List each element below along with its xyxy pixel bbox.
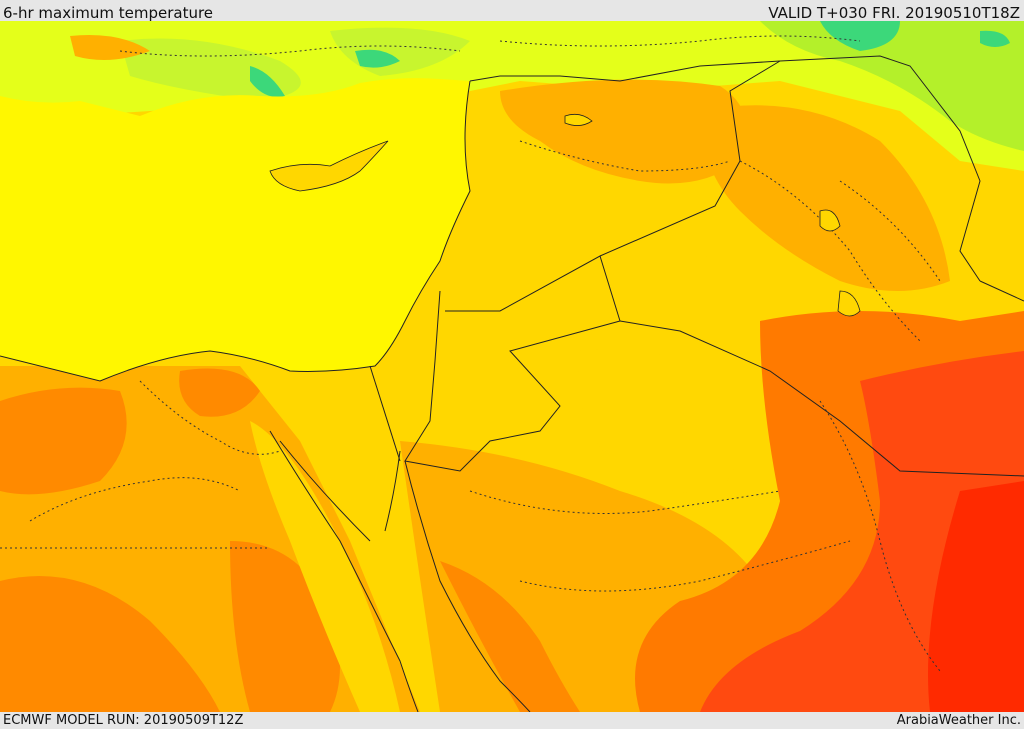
turkey-syria-border (469, 55, 981, 282)
iraq-yellow-spot (627, 239, 720, 303)
credit-label: ArabiaWeather Inc. (896, 713, 1021, 728)
north-band-orange (70, 35, 150, 60)
iraq-orange (700, 105, 950, 292)
syria-orange-1 (500, 79, 747, 184)
turkey-prov-1 (119, 45, 461, 57)
red-sea-east (404, 460, 531, 712)
valid-time: VALID T+030 FRI. 20190510T18Z (768, 4, 1020, 22)
egypt-israel-border (369, 365, 401, 462)
map-title: 6-hr maximum temperature (3, 4, 214, 22)
north-band-green-1 (820, 21, 900, 51)
egypt-gov-boundary-1 (139, 380, 281, 455)
nile-yellow (250, 421, 400, 712)
med-coastline (0, 80, 471, 382)
mediterranean-sea (0, 78, 470, 381)
iraq-gov-2 (839, 180, 941, 282)
red-sea-coast-orange (440, 561, 580, 712)
model-run-label: ECMWF MODEL RUN: 20190509T12Z (3, 713, 244, 728)
cyprus-island (269, 140, 389, 192)
syria-gov-1 (519, 140, 731, 172)
north-band-green-4 (980, 30, 1010, 47)
kuwait-border (979, 280, 1024, 302)
iraq-saudi-border (619, 320, 1024, 477)
turkey-prov-2 (499, 35, 861, 47)
red-sea-west (269, 430, 419, 712)
gulf-of-suez (279, 440, 371, 542)
footer-bar: ECMWF MODEL RUN: 20190509T12Z ArabiaWeat… (0, 712, 1024, 729)
egypt-dark-3 (0, 576, 220, 712)
egypt-dark-2 (179, 368, 260, 417)
header-bar: 6-hr maximum temperature VALID T+030 FRI… (0, 0, 1024, 22)
arabia-central-yellow (578, 349, 740, 493)
saudi-region-2 (519, 540, 851, 592)
arabia-red (928, 481, 1024, 712)
north-band-lime-3 (760, 21, 1024, 151)
egypt-dark-1 (0, 387, 127, 495)
north-band-green-2 (250, 66, 285, 97)
temperature-map[interactable] (0, 21, 1024, 712)
saudi-region-3 (819, 400, 941, 672)
lake-razazah (837, 290, 861, 317)
north-band-green-3 (355, 49, 400, 68)
lake-assad (564, 113, 593, 126)
lake-tharthar (819, 209, 841, 232)
